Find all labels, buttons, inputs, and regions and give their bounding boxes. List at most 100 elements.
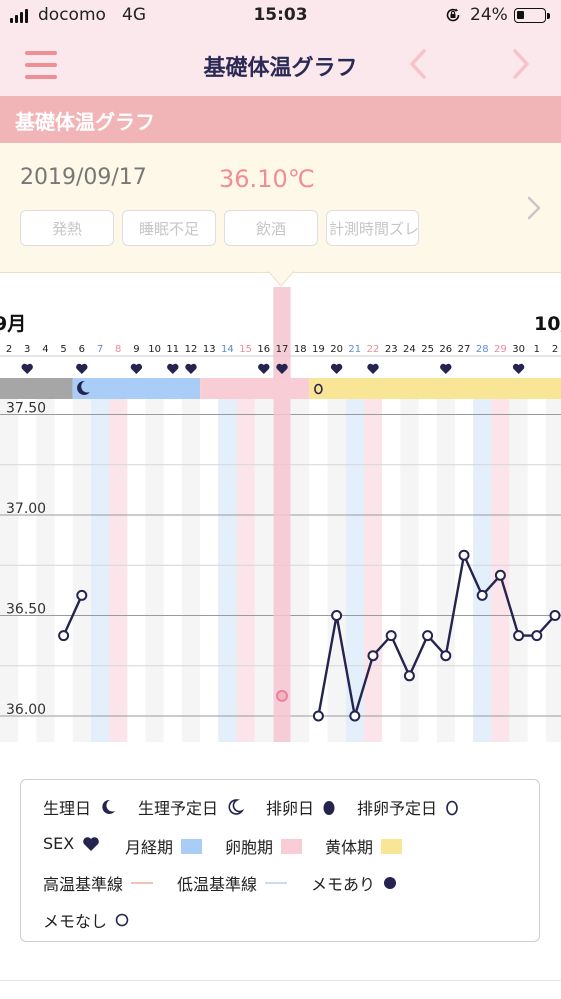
saturday-band xyxy=(473,399,492,742)
divider xyxy=(0,980,561,981)
temperature-point xyxy=(385,630,397,642)
network-label: 4G xyxy=(122,5,146,25)
temperature-point xyxy=(367,650,379,662)
battery-icon xyxy=(514,8,546,23)
column-stripe xyxy=(291,399,310,742)
saturday-band xyxy=(345,399,364,742)
column-stripe xyxy=(36,399,55,742)
temperature-point xyxy=(331,610,343,621)
legend-memo-absent: メモなし xyxy=(43,908,129,932)
chevron-left-icon[interactable] xyxy=(405,48,431,80)
tag-sleep-deprived: 睡眠不足 xyxy=(122,210,216,246)
day-label: 24 xyxy=(403,344,416,355)
day-label: 9 xyxy=(133,344,139,355)
day-label: 8 xyxy=(115,344,121,355)
legend-ovulation-forecast: 排卵予定日 xyxy=(357,795,459,819)
day-label: 11 xyxy=(166,344,179,355)
heart-icon xyxy=(258,363,270,374)
outline-moon-icon xyxy=(228,799,245,815)
day-label: 27 xyxy=(458,344,471,355)
battery-percent: 24% xyxy=(470,5,508,25)
legend-luteal-phase: 黄体期 xyxy=(325,834,403,858)
sunday-band xyxy=(109,399,128,742)
yellow-swatch xyxy=(381,838,403,854)
filled-moon-icon xyxy=(102,799,116,814)
day-label: 25 xyxy=(421,344,434,355)
hamburger-icon[interactable] xyxy=(25,51,57,79)
heart-icon xyxy=(185,363,197,374)
legend-low-temp-line: 低温基準線 xyxy=(177,871,288,895)
legend-menstrual-phase: 月経期 xyxy=(125,834,203,858)
high-temp-line xyxy=(131,882,154,884)
day-label: 17 xyxy=(276,344,289,355)
selected-date: 2019/09/17 xyxy=(20,165,147,190)
heart-icon xyxy=(276,363,288,374)
day-label: 26 xyxy=(439,344,452,355)
day-label: 21 xyxy=(348,344,361,355)
phase-bar xyxy=(0,378,73,399)
section-title: 基礎体温グラフ xyxy=(15,110,155,134)
temperature-line xyxy=(62,594,83,637)
day-label: 12 xyxy=(185,344,198,355)
day-label: 20 xyxy=(330,344,343,355)
orientation-lock-icon xyxy=(446,8,460,22)
column-stripe xyxy=(0,399,19,742)
day-label: 18 xyxy=(294,344,307,355)
temperature-point xyxy=(531,630,543,642)
y-tick-label: 36.00 xyxy=(6,702,46,718)
day-label: 29 xyxy=(494,344,507,355)
column-stripe xyxy=(400,399,419,742)
day-label: 3 xyxy=(24,344,30,355)
column-stripe xyxy=(254,399,273,742)
heart-icon xyxy=(21,363,33,374)
tag-fever: 発熱 xyxy=(20,210,114,246)
legend-ovulation-day: 排卵日 xyxy=(266,795,336,819)
selected-temperature-point xyxy=(276,689,288,702)
day-label: 2 xyxy=(6,344,12,355)
sunday-band xyxy=(363,399,383,742)
signal-icon xyxy=(10,9,28,23)
outline-egg-icon xyxy=(314,383,323,395)
column-stripe xyxy=(181,399,201,742)
day-label: 14 xyxy=(221,344,234,355)
phase-bar xyxy=(309,378,561,399)
heart-icon xyxy=(76,363,88,374)
day-label: 6 xyxy=(79,344,85,355)
heart-icon xyxy=(440,363,452,374)
heart-icon xyxy=(330,363,343,374)
filled-moon-icon xyxy=(77,380,90,395)
legend-period-forecast: 生理予定日 xyxy=(138,795,245,819)
basal-temperature-chart[interactable]: 2 3 4 5 6 7 8 9 10 11 12 13 14 15 16 17 18 19 20 21 22 23 24 25… xyxy=(0,287,561,742)
sunday-band xyxy=(236,399,255,742)
chevron-right-icon[interactable] xyxy=(524,195,544,221)
temperature-point xyxy=(312,710,324,722)
heart-icon xyxy=(512,363,525,374)
day-detail-panel[interactable]: 2019/09/17 36.10℃ 発熱 睡眠不足 飲酒 計測時間ズレ xyxy=(0,143,561,273)
day-label: 10 xyxy=(148,344,161,355)
day-label: 22 xyxy=(367,344,380,355)
phase-bar xyxy=(200,378,310,399)
temperature-point xyxy=(58,630,70,642)
day-label: 2 xyxy=(552,344,558,355)
day-label: 5 xyxy=(60,344,66,355)
day-label: 28 xyxy=(476,344,489,355)
selected-day-column xyxy=(273,287,291,742)
day-label: 13 xyxy=(203,344,216,355)
temperature-point xyxy=(76,589,88,601)
day-label: 23 xyxy=(385,344,398,355)
nav-bar: 基礎体温グラフ xyxy=(0,34,561,96)
day-label: 7 xyxy=(97,344,103,355)
saturday-band xyxy=(90,399,110,742)
pink-swatch xyxy=(281,838,303,854)
day-label: 1 xyxy=(534,344,540,355)
month-label-left: 9月 xyxy=(0,313,26,335)
filled-dot-icon xyxy=(384,877,397,889)
low-temp-line xyxy=(265,882,288,884)
chevron-right-icon[interactable] xyxy=(508,48,534,80)
temperature-point xyxy=(458,549,470,561)
selection-pointer xyxy=(268,271,294,287)
heart-icon xyxy=(130,363,143,374)
month-label-right: 10月 xyxy=(534,313,561,335)
temperature-point xyxy=(440,650,452,662)
chart-legend: 生理日 生理予定日 排卵日 排卵予定日 SEX 月経期 卵胞期 黄体期 高温基準… xyxy=(20,779,540,942)
